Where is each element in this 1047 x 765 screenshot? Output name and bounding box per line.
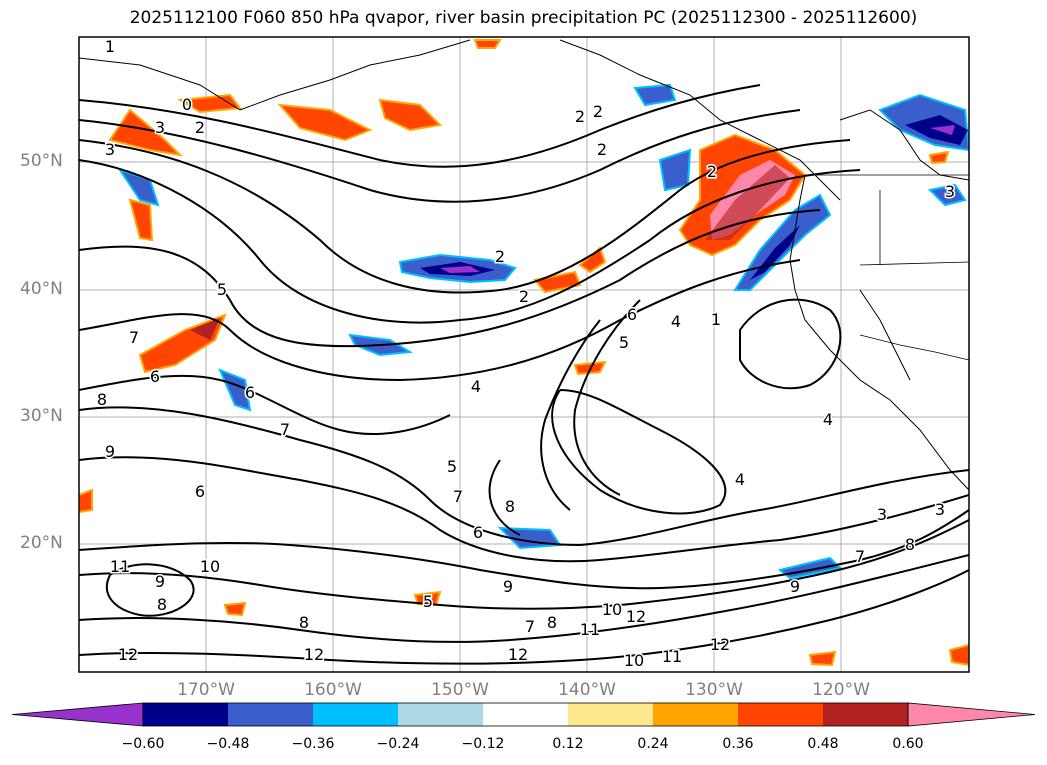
contour-label: 12 xyxy=(118,645,138,664)
contour-label: 7 xyxy=(453,487,463,506)
contour-label: 7 xyxy=(280,420,290,439)
coastlines xyxy=(79,39,969,491)
contour-label: 3 xyxy=(155,118,165,137)
colorbar-tick-label: −0.60 xyxy=(121,736,165,752)
contour-label: 5 xyxy=(423,592,433,611)
colorbar-extension-min xyxy=(11,702,144,727)
contour-label: 2 xyxy=(519,287,529,306)
lat-label-20n: 20°N xyxy=(20,533,63,553)
contour-label: 11 xyxy=(662,647,682,666)
contour-label: 11 xyxy=(580,620,600,639)
contour-label: 12 xyxy=(508,645,528,664)
lat-label-50n: 50°N xyxy=(20,151,63,171)
contour-label: 7 xyxy=(855,547,865,566)
contour-label: 9 xyxy=(790,577,800,596)
colorbar-segment xyxy=(653,703,738,726)
lon-label-150w: 150°W xyxy=(431,680,489,700)
lat-label-40n: 40°N xyxy=(20,279,63,299)
qvapor-contours xyxy=(79,84,969,665)
contour-label: 10 xyxy=(602,600,622,619)
contour-label: 8 xyxy=(505,497,515,516)
contour-label: 5 xyxy=(619,333,629,352)
lat-label-30n: 30°N xyxy=(20,406,63,426)
contour-label: 9 xyxy=(105,442,115,461)
lon-label-170w: 170°W xyxy=(177,680,235,700)
colorbar-segment xyxy=(398,703,483,726)
colorbar-extension-max xyxy=(907,702,1036,727)
lon-label-140w: 140°W xyxy=(558,680,616,700)
contour-label: 7 xyxy=(129,328,139,347)
colorbar-segment xyxy=(738,703,823,726)
contour-label: 11 xyxy=(110,557,130,576)
contour-label: 3 xyxy=(945,182,955,201)
colorbar-tick-label: 0.12 xyxy=(552,736,584,752)
contour-label: 5 xyxy=(217,280,227,299)
contour-label: 12 xyxy=(710,635,730,654)
colorbar-tick-label: 0.60 xyxy=(892,736,924,752)
contour-label: 8 xyxy=(97,390,107,409)
contour-label: 4 xyxy=(471,377,481,396)
contour-label: 2 xyxy=(597,140,607,159)
contour-label: 9 xyxy=(155,572,165,591)
contour-label: 8 xyxy=(299,613,309,632)
precip-shading xyxy=(79,39,969,667)
contour-label: 6 xyxy=(245,383,255,402)
contour-label: 10 xyxy=(200,557,220,576)
contour-label: 8 xyxy=(547,613,557,632)
contour-label: 12 xyxy=(304,645,324,664)
colorbar-tick-label: 0.48 xyxy=(807,736,839,752)
contour-label: 1 xyxy=(711,310,721,329)
contour-label: 12 xyxy=(626,607,646,626)
colorbar-tick-label: −0.48 xyxy=(206,736,250,752)
contour-label: 3 xyxy=(105,140,115,159)
contour-label: 3 xyxy=(935,500,945,519)
contour-label: 10 xyxy=(624,651,644,670)
contour-label: 1 xyxy=(105,37,115,56)
contour-label: 3 xyxy=(877,505,887,524)
colorbar-tick-label: −0.12 xyxy=(461,736,505,752)
contour-label: 4 xyxy=(735,470,745,489)
colorbar-tick-label: −0.24 xyxy=(376,736,420,752)
contour-label: 8 xyxy=(157,595,167,614)
contour-label: 9 xyxy=(503,577,513,596)
contour-label: 2 xyxy=(593,102,603,121)
colorbar-segment xyxy=(143,703,228,726)
contour-label: 4 xyxy=(671,312,681,331)
lon-label-130w: 130°W xyxy=(685,680,743,700)
contour-label: 2 xyxy=(707,162,717,181)
lon-label-120w: 120°W xyxy=(812,680,870,700)
map-title: 2025112100 F060 850 hPa qvapor, river ba… xyxy=(129,8,918,28)
colorbar-tick-label: 0.24 xyxy=(637,736,669,752)
colorbar-frame xyxy=(142,702,909,727)
contour-label: 6 xyxy=(195,482,205,501)
lon-label-160w: 160°W xyxy=(304,680,362,700)
borders xyxy=(805,174,969,361)
contour-label: 2 xyxy=(195,118,205,137)
colorbar-tick-label: 0.36 xyxy=(722,736,754,752)
contour-label: 7 xyxy=(525,617,535,636)
contour-label: 6 xyxy=(627,305,637,324)
contour-label: 2 xyxy=(575,107,585,126)
contour-label: 5 xyxy=(447,457,457,476)
colorbar-segment xyxy=(228,703,313,726)
colorbar-segment xyxy=(483,703,568,726)
colorbar-segment xyxy=(823,703,908,726)
colorbar-tick-label: −0.36 xyxy=(291,736,335,752)
contour-label: 2 xyxy=(495,247,505,266)
contour-label: 8 xyxy=(905,535,915,554)
colorbar xyxy=(11,702,1036,727)
contour-label: 4 xyxy=(823,410,833,429)
contour-label: 6 xyxy=(150,367,160,386)
plot-frame xyxy=(78,36,970,673)
contour-label: 0 xyxy=(182,95,192,114)
contour-label: 6 xyxy=(473,523,483,542)
colorbar-segment xyxy=(568,703,653,726)
colorbar-segment xyxy=(313,703,398,726)
